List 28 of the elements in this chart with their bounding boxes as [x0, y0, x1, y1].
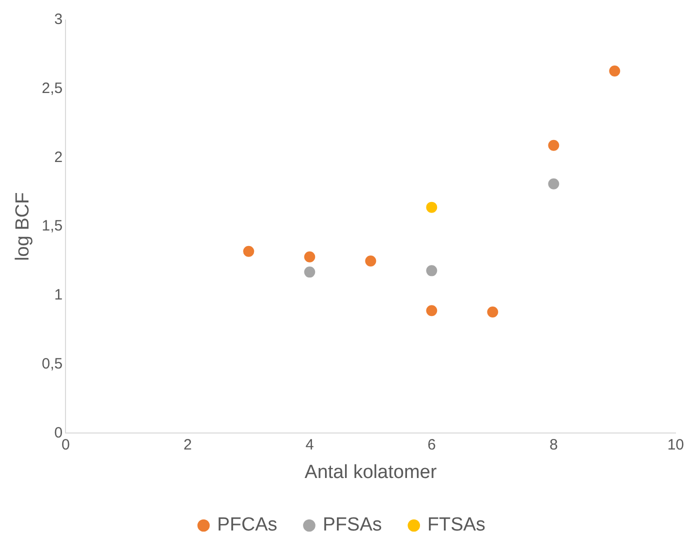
legend-label: PFSAs: [322, 514, 382, 536]
y-axis-title: log BCF: [12, 192, 34, 261]
legend-label: PFCAs: [217, 514, 278, 536]
x-tick-label: 10: [667, 436, 684, 454]
x-axis-title: Antal kolatomer: [304, 462, 438, 483]
point: [548, 178, 560, 190]
point: [487, 306, 498, 318]
point: [304, 251, 316, 262]
y-tick-label: 1: [54, 286, 63, 304]
point: [548, 140, 560, 151]
point: [426, 265, 438, 276]
y-tick-label: 0,5: [42, 355, 63, 372]
point: [609, 65, 620, 76]
x-tick-label: 6: [427, 436, 436, 454]
y-tick-label: 3: [54, 11, 63, 28]
y-tick-label: 1,5: [42, 218, 63, 235]
x-tick-label: 4: [305, 436, 314, 454]
point: [365, 256, 376, 267]
x-tick-label: 2: [183, 436, 192, 454]
point: [243, 246, 254, 257]
y-tick-label: 0: [54, 424, 63, 442]
legend-label: FTSAs: [427, 514, 486, 536]
point: [426, 305, 438, 316]
point: [426, 202, 438, 213]
y-tick-label: 2: [54, 148, 63, 166]
point: [304, 266, 316, 278]
x-tick-label: 8: [549, 436, 558, 454]
y-tick-label: 2,5: [42, 80, 63, 98]
